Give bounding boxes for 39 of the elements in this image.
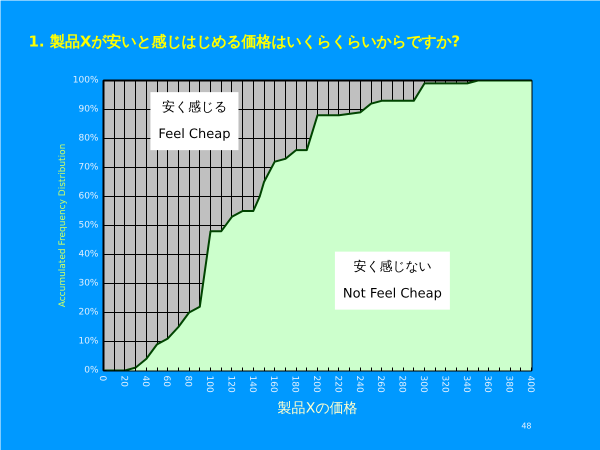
x-tick-label: 120: [225, 376, 236, 393]
x-tick-label: 260: [375, 376, 386, 393]
x-tick-label: 60: [161, 376, 172, 388]
x-tick-label: 40: [140, 376, 150, 388]
annotation: Feel Cheap: [158, 127, 230, 142]
x-tick-label: 300: [418, 376, 428, 393]
x-tick-label: 400: [525, 376, 535, 393]
x-tick-label: 240: [354, 376, 364, 393]
y-tick-label: 20%: [78, 308, 99, 318]
y-axis-title: Accumulated Frequency Distribution: [58, 144, 68, 308]
y-tick-label: 40%: [78, 250, 99, 260]
x-tick-label: 0: [97, 376, 107, 382]
x-tick-label: 80: [182, 376, 193, 388]
x-tick-label: 320: [439, 376, 450, 393]
annotation: 安く感じる: [162, 99, 227, 116]
x-tick-label: 360: [482, 376, 492, 393]
y-tick-label: 90%: [78, 104, 99, 114]
series-label: 安く感じない Not Feel Cheap: [342, 258, 442, 302]
x-tick-label: 20: [118, 376, 128, 388]
y-tick-label: 30%: [78, 278, 99, 288]
chart-title: 1. 製品Xが安いと感じはじめる価格はいくらくらいからですか?: [28, 32, 460, 50]
y-tick-label: 100%: [72, 76, 99, 86]
y-tick-label: 0%: [84, 366, 99, 376]
x-tick-label: 340: [460, 376, 471, 393]
x-tick-label: 180: [290, 376, 300, 393]
text: 48: [521, 422, 532, 430]
x-tick-label: 160: [268, 376, 278, 393]
x-tick-label: 100: [204, 376, 214, 393]
x-tick-label: 280: [396, 376, 407, 393]
y-tick-label: 60%: [78, 192, 99, 202]
y-tick-label: 70%: [78, 162, 99, 172]
x-tick-label: 220: [332, 376, 342, 393]
y-tick-label: 10%: [78, 336, 99, 346]
x-tick-label: 200: [311, 376, 321, 393]
y-tick-label: 80%: [78, 134, 99, 144]
x-axis-title: 製品Xの価格: [278, 400, 358, 417]
x-tick-label: 380: [504, 376, 514, 393]
x-tick-label: 140: [246, 376, 257, 393]
y-tick-label: 50%: [78, 220, 99, 230]
